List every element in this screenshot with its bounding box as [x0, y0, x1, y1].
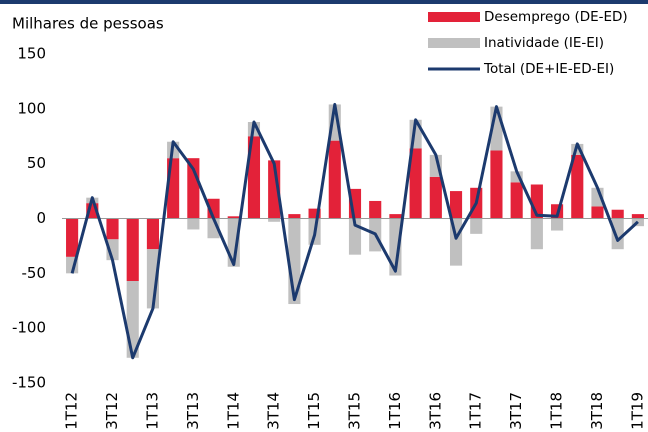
- bar: [551, 218, 564, 231]
- bar: [631, 214, 644, 219]
- y-tick-label: 150: [17, 45, 46, 63]
- x-tick-label: 1T18: [548, 392, 566, 430]
- line: [70, 102, 639, 360]
- y-tick-label: -50: [22, 264, 47, 282]
- x-tick-label: 1T17: [467, 392, 485, 430]
- bar: [611, 209, 624, 219]
- legend-swatch: [428, 12, 480, 22]
- x-tick-label: 3T18: [588, 392, 606, 430]
- y-tick-label: 100: [17, 99, 46, 117]
- bar: [530, 218, 543, 250]
- x-tick-label: 3T17: [507, 392, 525, 430]
- bar: [308, 208, 321, 219]
- x-tick-label: 3T15: [346, 392, 364, 430]
- bar: [449, 191, 463, 219]
- bar: [389, 218, 402, 276]
- bar: [470, 218, 483, 234]
- legend-swatch: [428, 38, 480, 48]
- x-tick-label: 1T15: [305, 392, 323, 430]
- y-tick-label: -150: [12, 374, 46, 392]
- bar: [571, 154, 584, 219]
- bar: [126, 218, 139, 282]
- bar: [611, 218, 624, 250]
- x-tick-label: 3T12: [103, 392, 121, 430]
- bar: [288, 214, 301, 219]
- x-tick-label: 3T13: [184, 392, 202, 430]
- top-border: [0, 0, 648, 4]
- bar: [409, 148, 422, 219]
- y-tick-label: 50: [27, 154, 46, 172]
- bar: [369, 200, 382, 219]
- bar: [328, 140, 341, 219]
- x-tick-label: 1T16: [386, 392, 404, 430]
- x-tick-label: 3T16: [426, 392, 444, 430]
- bar: [389, 214, 402, 219]
- bar: [227, 216, 240, 219]
- x-tick-label: 1T19: [628, 392, 646, 430]
- x-tick-label: 1T13: [143, 392, 161, 430]
- bar: [146, 218, 159, 250]
- bar: [591, 206, 604, 219]
- bar: [510, 171, 523, 183]
- legend-label: Total (DE+IE-ED-EI): [483, 61, 614, 77]
- bar: [187, 218, 200, 230]
- bar: [268, 218, 281, 222]
- bar: [106, 218, 119, 240]
- legend-label: Inatividade (IE-EI): [484, 35, 604, 51]
- bar: [429, 176, 442, 219]
- bar: [66, 218, 79, 257]
- y-tick-label: 0: [36, 209, 46, 227]
- bar: [490, 150, 503, 219]
- x-tick-label: 1T14: [224, 392, 242, 430]
- bar: [247, 136, 261, 219]
- bar: [510, 182, 523, 219]
- x-tick-label: 1T12: [63, 392, 81, 430]
- legend-label: Desemprego (DE-ED): [484, 9, 628, 25]
- y-tick-label: -100: [12, 319, 46, 337]
- chart-title: Milhares de pessoas: [12, 15, 164, 33]
- x-tick-label: 3T14: [265, 392, 283, 430]
